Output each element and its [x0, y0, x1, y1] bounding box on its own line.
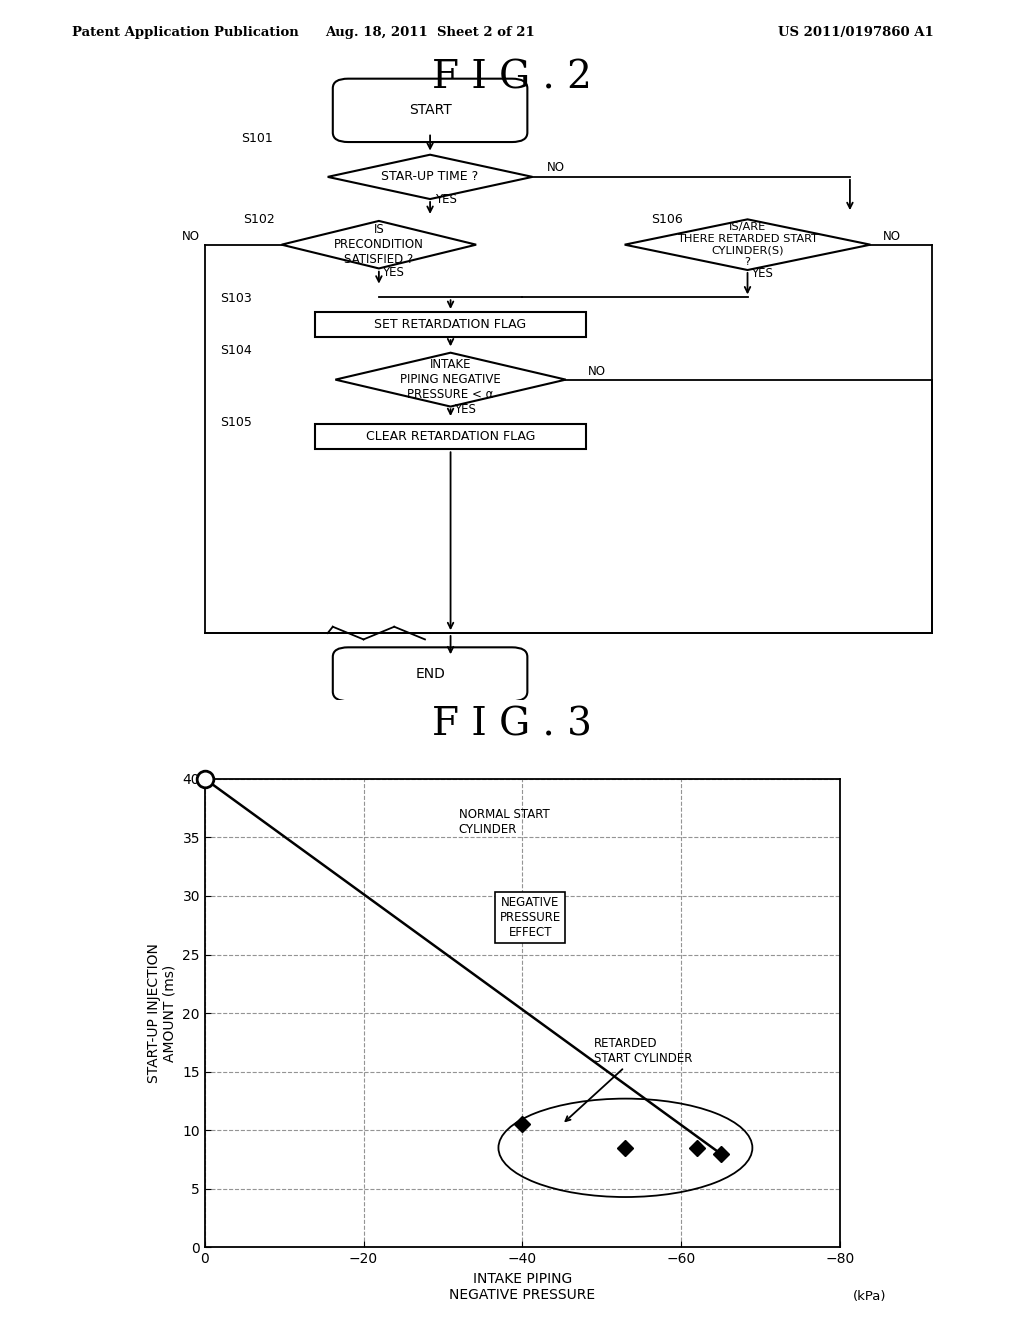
- Text: SET RETARDATION FLAG: SET RETARDATION FLAG: [375, 318, 526, 331]
- Text: INTAKE
PIPING NEGATIVE
PRESSURE < α: INTAKE PIPING NEGATIVE PRESSURE < α: [400, 358, 501, 401]
- Text: START: START: [409, 103, 452, 117]
- Y-axis label: START-UP INJECTION
AMOUNT (ms): START-UP INJECTION AMOUNT (ms): [146, 944, 177, 1082]
- Text: S104: S104: [220, 345, 252, 358]
- Text: CLEAR RETARDATION FLAG: CLEAR RETARDATION FLAG: [366, 430, 536, 444]
- Text: YES: YES: [454, 403, 475, 416]
- Polygon shape: [328, 154, 532, 199]
- FancyBboxPatch shape: [333, 79, 527, 143]
- Bar: [315, 424, 586, 449]
- Text: S102: S102: [243, 213, 274, 226]
- Text: YES: YES: [751, 267, 772, 280]
- Text: END: END: [415, 667, 445, 681]
- Text: S105: S105: [220, 416, 252, 429]
- Text: NORMAL START
CYLINDER: NORMAL START CYLINDER: [459, 808, 550, 836]
- Text: NEGATIVE
PRESSURE
EFFECT: NEGATIVE PRESSURE EFFECT: [500, 896, 561, 939]
- Text: STAR-UP TIME ?: STAR-UP TIME ?: [382, 170, 478, 183]
- Text: US 2011/0197860 A1: US 2011/0197860 A1: [778, 26, 934, 40]
- Text: F I G . 3: F I G . 3: [432, 706, 592, 743]
- Text: F I G . 2: F I G . 2: [432, 59, 592, 96]
- Text: (kPa): (kPa): [852, 1290, 886, 1303]
- Text: S101: S101: [241, 132, 272, 145]
- Text: NO: NO: [883, 230, 901, 243]
- Text: NO: NO: [182, 230, 201, 243]
- Bar: [315, 312, 586, 337]
- Polygon shape: [336, 352, 565, 407]
- Text: S103: S103: [220, 292, 252, 305]
- Text: YES: YES: [435, 193, 457, 206]
- Text: NO: NO: [588, 364, 606, 378]
- Text: YES: YES: [382, 267, 403, 280]
- FancyBboxPatch shape: [333, 647, 527, 701]
- Text: NO: NO: [547, 161, 565, 173]
- Polygon shape: [625, 219, 870, 271]
- Text: IS
PRECONDITION
SATISFIED ?: IS PRECONDITION SATISFIED ?: [334, 223, 424, 267]
- X-axis label: INTAKE PIPING
NEGATIVE PRESSURE: INTAKE PIPING NEGATIVE PRESSURE: [450, 1271, 595, 1302]
- Text: RETARDED
START CYLINDER: RETARDED START CYLINDER: [565, 1036, 692, 1121]
- Text: Aug. 18, 2011  Sheet 2 of 21: Aug. 18, 2011 Sheet 2 of 21: [326, 26, 535, 40]
- Text: IS/ARE
THERE RETARDED START
CYLINDER(S)
?: IS/ARE THERE RETARDED START CYLINDER(S) …: [677, 222, 818, 267]
- Text: Patent Application Publication: Patent Application Publication: [72, 26, 298, 40]
- Polygon shape: [282, 220, 476, 268]
- Text: S106: S106: [651, 213, 683, 226]
